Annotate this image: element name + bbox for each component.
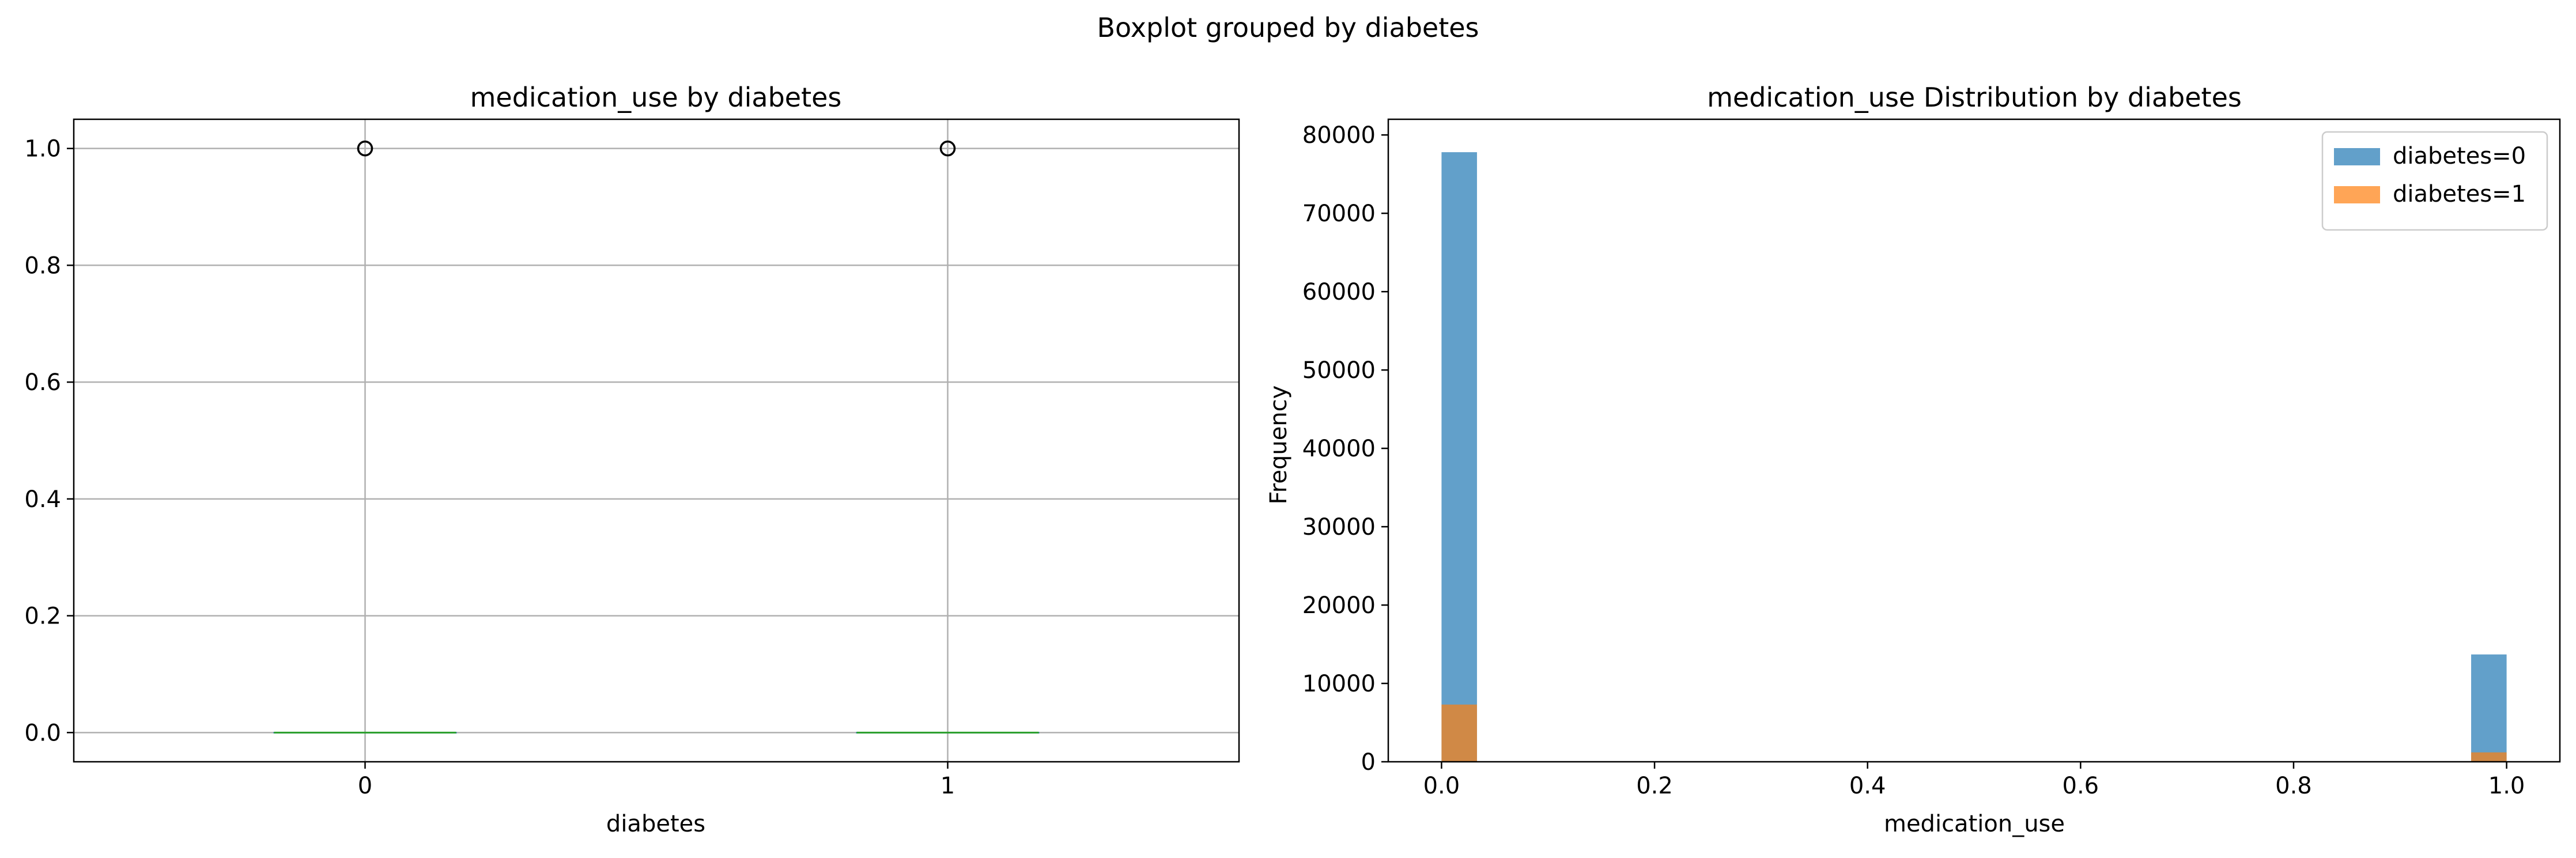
histogram-legend-label: diabetes=1 — [2393, 181, 2526, 207]
histogram-x-tick-label: 0.4 — [1849, 773, 1886, 799]
histogram-legend-label: diabetes=0 — [2393, 143, 2526, 169]
histogram-x-tick-label: 0.0 — [1423, 773, 1460, 799]
boxplot-y-ticks: 0.0 0.2 0.4 0.6 0.8 1.0 — [24, 136, 74, 746]
boxplot-y-tick-label: 0.0 — [24, 720, 61, 746]
histogram-x-tick-label: 1.0 — [2488, 773, 2525, 799]
histogram-y-tick-label: 60000 — [1302, 279, 1376, 305]
histogram-bar — [2471, 752, 2507, 762]
histogram-y-tick-label: 50000 — [1302, 357, 1376, 384]
boxplot-title: medication_use by diabetes — [470, 82, 842, 113]
boxplot-outlier-point — [939, 140, 956, 157]
histogram-bars — [1441, 152, 2507, 762]
histogram-x-ticks: 0.0 0.2 0.4 0.6 0.8 1.0 — [1423, 762, 2525, 799]
histogram-y-tick-label: 10000 — [1302, 671, 1376, 697]
boxplot-y-tick-label: 0.8 — [24, 252, 61, 279]
histogram-axes-frame — [1387, 118, 2561, 763]
histogram-legend-swatch — [2334, 186, 2380, 203]
boxplot-y-tick-label: 0.4 — [24, 486, 61, 513]
histogram-y-tick-label: 70000 — [1302, 201, 1376, 227]
histogram-legend: diabetes=0 diabetes=1 — [2321, 131, 2548, 231]
boxplot-x-axis-label: diabetes — [606, 811, 705, 837]
boxplot-x-tick-label: 1 — [940, 773, 955, 799]
histogram-y-tick-label: 80000 — [1302, 122, 1376, 149]
histogram-x-tick-label: 0.6 — [2063, 773, 2099, 799]
histogram-y-tick-label: 40000 — [1302, 436, 1376, 462]
boxplot-marks — [273, 140, 1040, 734]
figure-suptitle: Boxplot grouped by diabetes — [1097, 12, 1479, 43]
histogram-y-tick-label: 0 — [1361, 749, 1376, 776]
histogram-y-tick-label: 30000 — [1302, 514, 1376, 540]
histogram-x-axis-label: medication_use — [1884, 811, 2065, 837]
histogram-legend-swatch — [2334, 148, 2380, 165]
boxplot-y-tick-label: 0.2 — [24, 603, 61, 630]
histogram-y-axis-label: Frequency — [1266, 385, 1292, 505]
histogram-panel: medication_use Distribution by diabetes … — [1266, 82, 2561, 837]
histogram-title: medication_use Distribution by diabetes — [1707, 82, 2242, 113]
histogram-bar — [2471, 654, 2507, 762]
histogram-x-tick-label: 0.8 — [2275, 773, 2312, 799]
histogram-bar — [1441, 152, 1477, 762]
histogram-x-tick-label: 0.2 — [1636, 773, 1673, 799]
boxplot-gridlines — [74, 119, 1239, 762]
histogram-y-tick-label: 20000 — [1302, 592, 1376, 619]
boxplot-axes-frame — [73, 118, 1240, 763]
boxplot-y-tick-label: 0.6 — [24, 369, 61, 396]
histogram-bar — [1441, 704, 1477, 762]
boxplot-x-tick-label: 0 — [358, 773, 372, 799]
histogram-y-ticks: 0 10000 20000 30000 40000 50000 60000 70000 8000… — [1302, 122, 1388, 776]
boxplot-y-tick-label: 1.0 — [24, 136, 61, 162]
boxplot-outlier-point — [357, 140, 373, 157]
